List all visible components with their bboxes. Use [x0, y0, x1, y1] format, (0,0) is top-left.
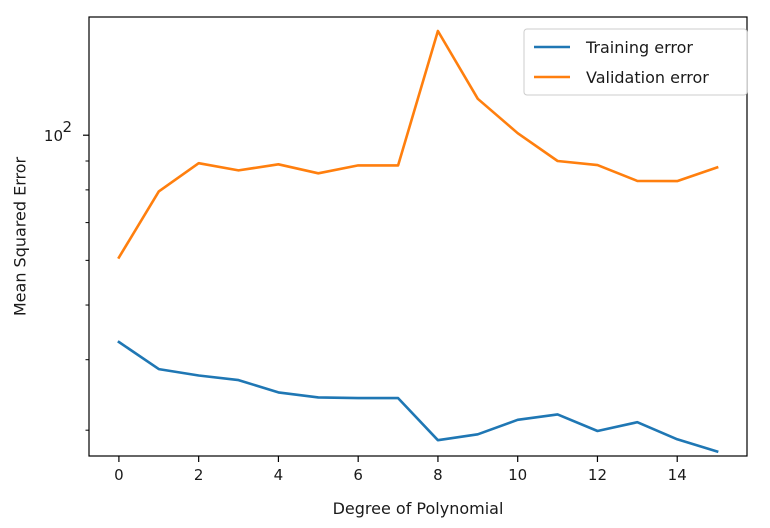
x-tick-label: 2	[194, 466, 204, 484]
x-tick-label: 14	[668, 466, 687, 484]
legend-box	[523, 28, 748, 96]
legend-label-validation-error: Validation error	[586, 68, 709, 87]
x-tick-label: 8	[433, 466, 443, 484]
x-tick-label: 6	[353, 466, 363, 484]
series-line-training-error	[117, 340, 719, 454]
x-tick-label: 12	[588, 466, 607, 484]
plot-area	[117, 29, 719, 454]
legend-label-training-error: Training error	[585, 38, 693, 57]
x-tick-label: 4	[274, 466, 284, 484]
x-axis-title: Degree of Polynomial	[333, 499, 504, 518]
series-line-validation-error	[117, 29, 719, 260]
x-tick-label: 0	[114, 466, 124, 484]
legend: Training error Validation error	[523, 28, 748, 96]
x-tick-label: 10	[508, 466, 527, 484]
axes-frame	[88, 16, 748, 457]
y-tick-label: 10	[44, 127, 63, 145]
y-axis-title: Mean Squared Error	[11, 156, 30, 316]
y-tick-label-exponent: 2	[62, 118, 72, 136]
